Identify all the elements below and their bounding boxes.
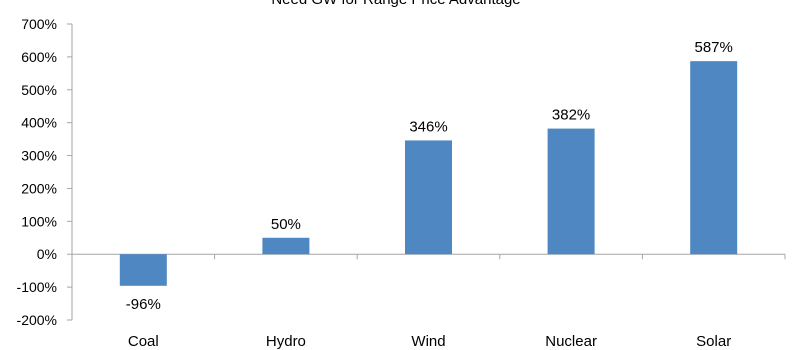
data-label-hydro: 50% xyxy=(271,216,301,233)
y-axis: -200% -100% 0% 100% 200% 300% 400% 500% 600% 700% xyxy=(17,16,73,328)
bars xyxy=(119,61,738,286)
data-label-wind: 346% xyxy=(409,118,447,135)
y-tick-label: 700% xyxy=(21,16,57,32)
data-label-nuclear: 382% xyxy=(552,107,590,124)
y-tick-label: -200% xyxy=(17,312,57,328)
category-labels: Coal Hydro Wind Nuclear Solar xyxy=(128,333,731,350)
category-label-nuclear: Nuclear xyxy=(545,333,597,350)
bar-hydro xyxy=(262,237,310,255)
y-tick-label: 400% xyxy=(21,115,57,131)
data-label-solar: 587% xyxy=(695,39,733,56)
data-label-coal: -96% xyxy=(126,296,161,313)
bar-wind xyxy=(405,140,452,255)
y-tick-label: 500% xyxy=(21,82,57,98)
data-labels: -96% 50% 346% 382% 587% xyxy=(126,39,733,313)
y-tick-label: 0% xyxy=(37,246,57,262)
bar-nuclear xyxy=(547,128,595,255)
category-label-wind: Wind xyxy=(411,333,445,350)
y-tick-label: 600% xyxy=(21,49,57,65)
y-tick-label: -100% xyxy=(17,279,57,295)
x-axis xyxy=(71,253,786,260)
bar-coal xyxy=(119,254,167,286)
chart-title: Need GW for Range Price Advantage xyxy=(0,0,792,8)
y-tick-label: 300% xyxy=(21,148,57,164)
category-label-coal: Coal xyxy=(128,333,159,350)
category-label-hydro: Hydro xyxy=(266,333,306,350)
bar-solar xyxy=(690,61,738,255)
category-label-solar: Solar xyxy=(696,333,731,350)
y-tick-label: 200% xyxy=(21,180,57,196)
y-tick-label: 100% xyxy=(21,213,57,229)
